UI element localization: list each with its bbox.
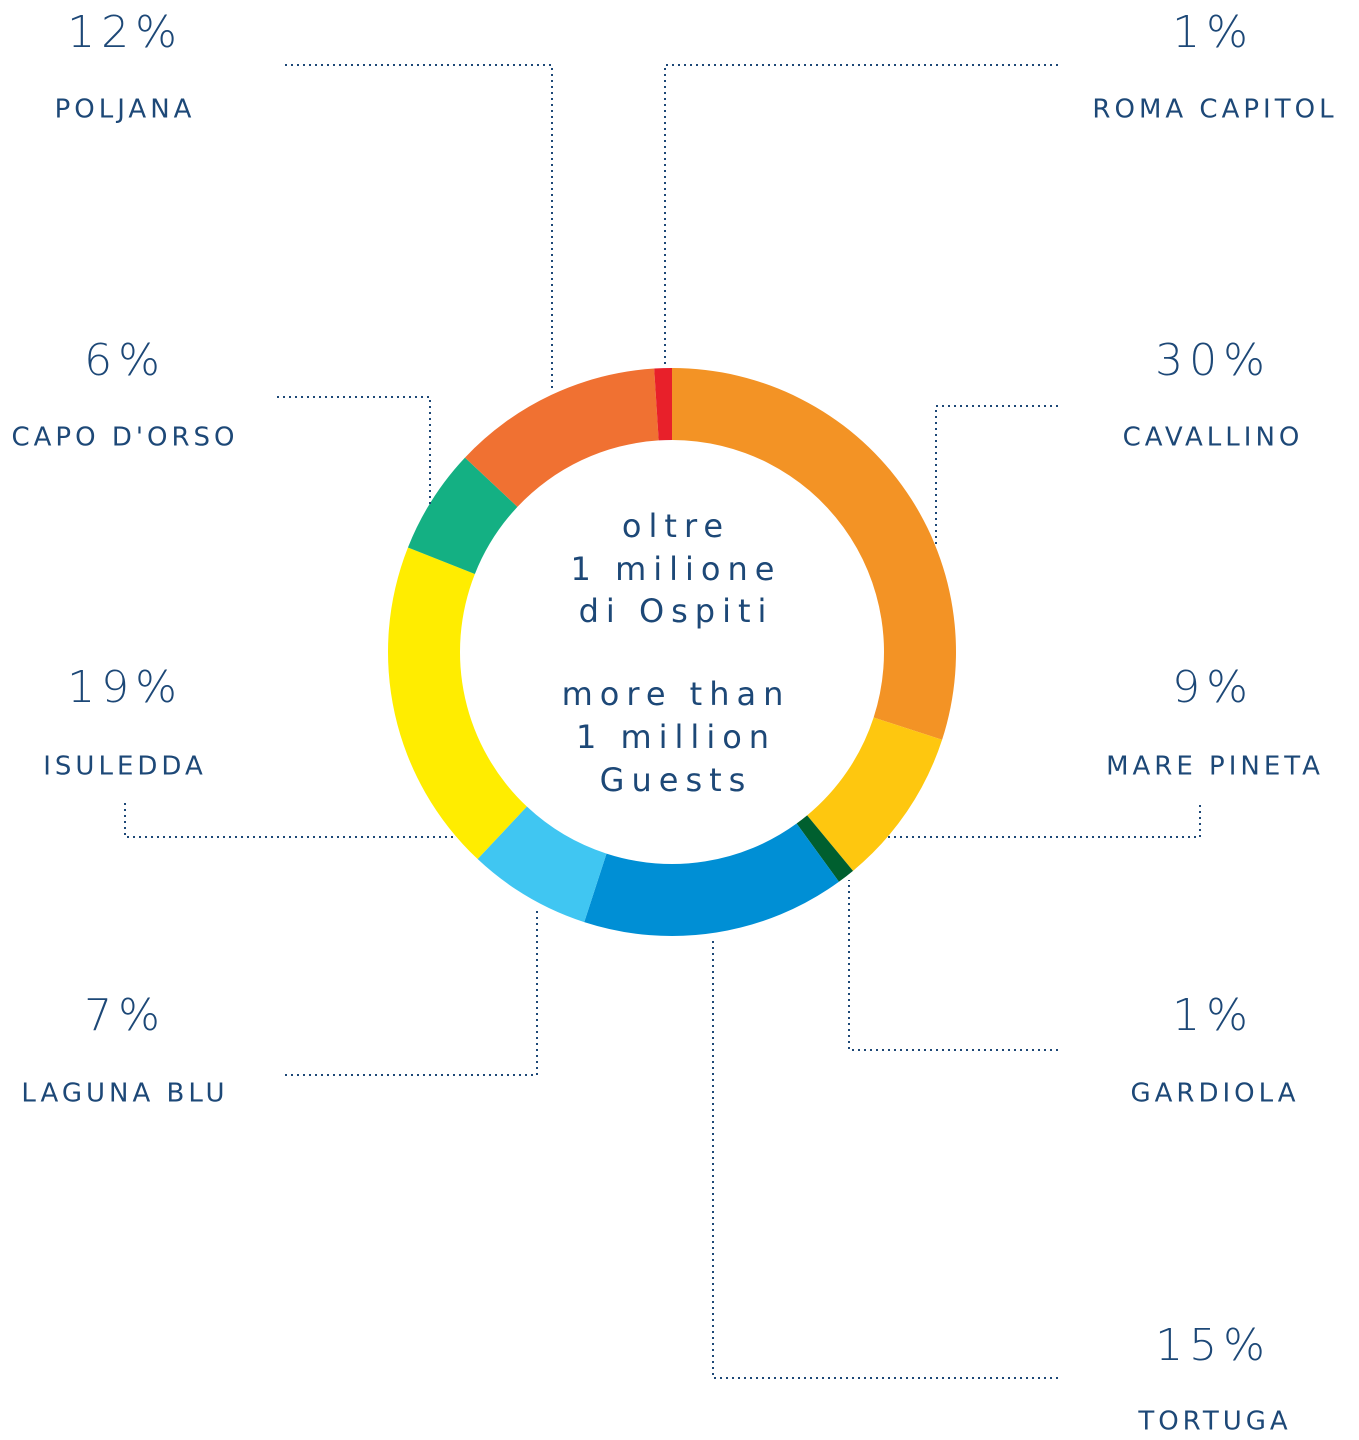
center-text: more than [562,675,791,713]
category-label: ROMA CAPITOL [1092,95,1337,125]
leader-line [124,803,455,838]
center-text: di Ospiti [579,592,774,630]
category-label: LAGUNA BLU [21,1079,228,1109]
value-label: 12% [67,7,183,58]
leader-line [848,880,1058,1051]
leader-line [885,805,1201,838]
value-label: 30% [1155,335,1271,386]
center-text: 1 milione [571,550,782,588]
donut-slice [796,815,854,882]
donut-slice [807,717,943,871]
donut-slice [654,368,672,441]
category-label: CAVALLINO [1123,423,1304,453]
donut-slice [464,368,659,507]
value-label: 15% [1155,1320,1271,1371]
center-text: oltre [622,507,730,545]
value-label: 6% [84,335,166,386]
leader-line [285,910,538,1076]
center-text: Guests [600,761,753,799]
donut-slice [584,823,839,936]
category-label: TORTUGA [1137,1407,1291,1437]
value-label: 1% [1172,990,1254,1041]
category-label: MARE PINETA [1106,752,1324,782]
value-label: 1% [1172,7,1254,58]
leader-line [277,396,431,505]
leader-line [935,405,1058,545]
donut-slice [477,806,607,923]
category-label: POLJANA [55,95,196,125]
leader-line [712,937,1058,1379]
center-text: 1 million [576,718,776,756]
category-label: ISULEDDA [43,752,207,782]
value-label: 9% [1172,662,1254,713]
leader-line [664,64,1058,368]
leader-line [285,64,553,392]
donut-slice [407,457,518,574]
value-label: 19% [67,662,183,713]
category-label: CAPO D'ORSO [11,423,238,453]
donut-slice [388,547,527,860]
value-label: 7% [84,990,166,1041]
category-label: GARDIOLA [1130,1079,1299,1109]
donut-slice [672,368,956,740]
